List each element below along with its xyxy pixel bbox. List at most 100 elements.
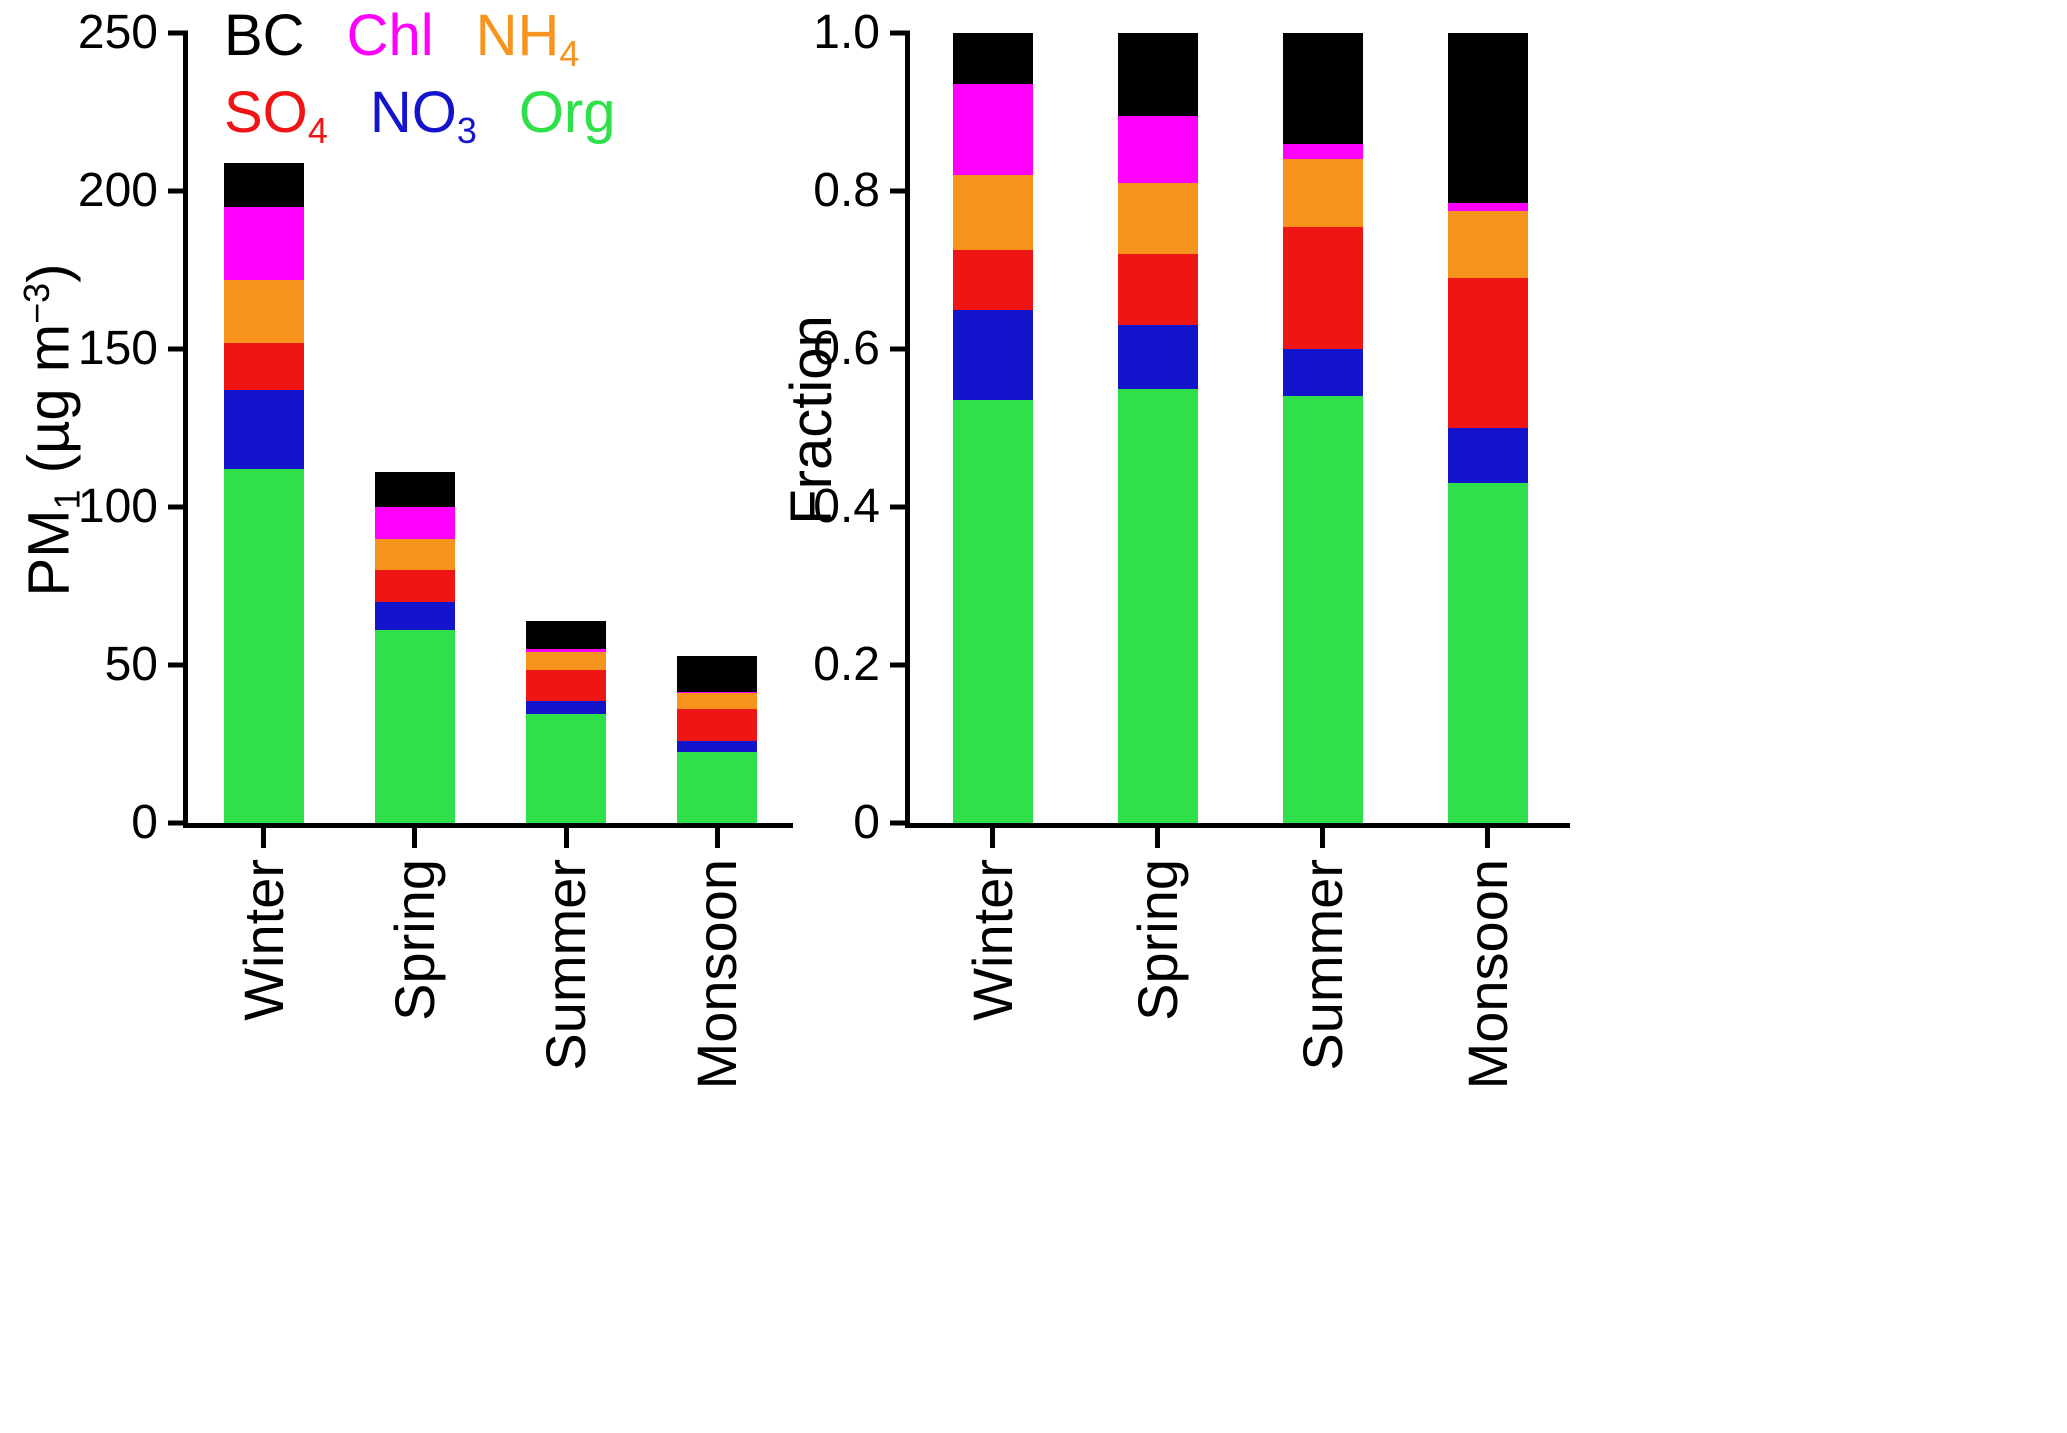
y-tick-label: 250 — [77, 6, 158, 59]
y-tick-label: 200 — [77, 164, 158, 217]
bar-segment-chl-monsoon — [677, 691, 758, 694]
y-tick-label: 0.6 — [813, 322, 880, 375]
bar-segment-org-monsoon — [1447, 483, 1528, 823]
fraction-stacked-bar-chart: 0 0.2 0.4 0.6 0.8 1.0 Winter Spring Summer Monsoo… — [813, 9, 1570, 1089]
bar-segment-so4-monsoon — [677, 709, 758, 741]
bar-segment-nh4-monsoon — [1447, 210, 1528, 278]
y-tick-label: 1.0 — [813, 6, 880, 59]
y-tick — [890, 188, 910, 194]
bar-monsoon: Monsoon — [1447, 33, 1528, 1089]
y-tick-label: 100 — [77, 480, 158, 533]
bar-spring: Spring — [1117, 33, 1198, 1021]
bar-segment-chl-winter — [223, 206, 304, 280]
legend-item-bc: BC — [224, 3, 305, 68]
y-tick-label: 0.4 — [813, 480, 880, 533]
bar-segment-no3-summer — [1282, 349, 1363, 397]
y-tick — [890, 662, 910, 668]
bar-segment-so4-summer — [1282, 226, 1363, 350]
x-axis-label-monsoon: Monsoon — [1455, 859, 1519, 1090]
bar-segment-chl-summer — [526, 649, 607, 653]
y-tick-label: 0.8 — [813, 164, 880, 217]
bars-area: Winter Spring Summer Monsoon — [188, 33, 793, 1089]
legend-item-no3: NO3 — [369, 79, 477, 151]
x-tick — [1155, 828, 1160, 848]
left-y-axis-title-text: PM1 (µg m−3) — [15, 263, 88, 597]
y-tick — [168, 346, 188, 352]
y-tick-label: 0 — [853, 796, 880, 849]
y-tick-label: 50 — [104, 638, 158, 691]
x-tick — [990, 828, 995, 848]
bar-segment-org-winter — [952, 400, 1033, 823]
y-tick-label: 0 — [131, 796, 158, 849]
bar-spring: Spring — [374, 33, 455, 1021]
bar-segment-so4-summer — [526, 669, 607, 702]
bar-segment-org-spring — [1117, 388, 1198, 823]
bar-summer: Summer — [1282, 33, 1363, 1071]
bar-segment-nh4-spring — [374, 538, 455, 571]
bar-segment-nh4-summer — [526, 652, 607, 670]
bar-segment-nh4-winter — [952, 175, 1033, 251]
bar-segment-no3-winter — [952, 309, 1033, 401]
bar-segment-no3-monsoon — [677, 740, 758, 752]
bar-segment-bc-spring — [374, 472, 455, 508]
bar-segment-chl-spring — [1117, 115, 1198, 184]
bar-segment-bc-monsoon — [1447, 33, 1528, 203]
bar-segment-org-summer — [1282, 396, 1363, 823]
y-tick — [168, 662, 188, 668]
x-axis-label-summer: Summer — [1290, 859, 1354, 1071]
bar-segment-org-winter — [223, 469, 304, 823]
x-axis-label-summer: Summer — [534, 859, 598, 1071]
bar-segment-bc-winter — [223, 162, 304, 207]
x-tick — [1320, 828, 1325, 848]
bar-segment-nh4-monsoon — [677, 693, 758, 710]
legend-item-chl: Chl — [346, 3, 434, 68]
bar-winter: Winter — [952, 33, 1033, 1021]
x-axis-label-winter: Winter — [960, 859, 1024, 1021]
bar-segment-nh4-winter — [223, 279, 304, 343]
bar-summer: Summer — [526, 33, 607, 1071]
bar-segment-chl-summer — [1282, 143, 1363, 160]
bar-segment-no3-summer — [526, 701, 607, 714]
bar-segment-nh4-spring — [1117, 183, 1198, 255]
bar-segment-so4-monsoon — [1447, 277, 1528, 429]
bar-segment-bc-winter — [952, 33, 1033, 85]
x-axis-label-monsoon: Monsoon — [685, 859, 749, 1090]
y-tick — [890, 820, 910, 826]
x-tick — [261, 828, 267, 848]
bar-segment-bc-spring — [1117, 33, 1198, 116]
bar-segment-so4-winter — [223, 342, 304, 391]
bar-winter: Winter — [223, 33, 304, 1021]
bar-segment-chl-spring — [374, 507, 455, 539]
y-tick — [890, 504, 910, 510]
bar-segment-so4-spring — [374, 570, 455, 602]
x-tick — [714, 828, 720, 848]
legend-row-2: SO4 NO3 Org — [224, 79, 616, 151]
y-tick-label: 0.2 — [813, 638, 880, 691]
bar-segment-chl-monsoon — [1447, 202, 1528, 211]
bar-segment-chl-winter — [952, 84, 1033, 176]
x-tick — [563, 828, 569, 848]
legend-item-nh4: NH4 — [475, 3, 580, 74]
bars-area: Winter Spring Summer Monsoon — [910, 33, 1570, 1089]
bar-segment-org-summer — [526, 713, 607, 823]
y-tick — [168, 504, 188, 510]
bar-segment-so4-winter — [952, 250, 1033, 310]
bar-segment-org-spring — [374, 630, 455, 823]
legend-item-org: Org — [518, 79, 616, 145]
chart-legend: BC Chl NH4 SO4 NO3 Org — [224, 3, 616, 159]
pm1-stacked-bar-chart: 0 50 100 150 200 250 Winter Spring Summer Monsoon — [78, 9, 793, 1089]
bar-segment-no3-spring — [1117, 325, 1198, 389]
y-tick — [890, 346, 910, 352]
bar-segment-bc-summer — [526, 620, 607, 650]
y-tick — [168, 820, 188, 826]
bar-segment-bc-summer — [1282, 33, 1363, 144]
x-axis-label-spring: Spring — [1125, 859, 1189, 1021]
x-tick — [1485, 828, 1490, 848]
y-tick — [168, 30, 188, 36]
bar-segment-so4-spring — [1117, 254, 1198, 326]
bar-monsoon: Monsoon — [677, 33, 758, 1089]
x-axis-label-spring: Spring — [382, 859, 446, 1021]
legend-item-so4: SO4 — [224, 79, 328, 151]
bar-segment-nh4-summer — [1282, 159, 1363, 227]
